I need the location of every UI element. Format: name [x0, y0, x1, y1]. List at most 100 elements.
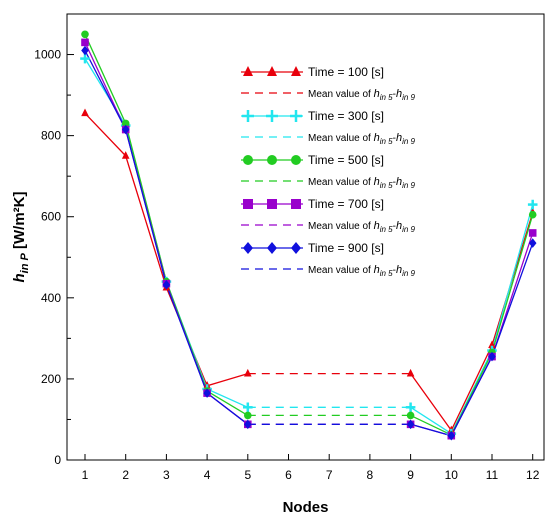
- legend-mean-label-part: Mean value of: [308, 265, 374, 276]
- data-point-2: [527, 199, 538, 210]
- legend-mean-label-2: Mean value of hin 5-hin 9: [308, 132, 416, 146]
- legend-marker-4: [267, 199, 277, 209]
- legend-mean-label-part: in 9: [402, 225, 415, 234]
- legend-label-2: Time = 300 [s]: [308, 109, 384, 123]
- legend-mean-label-part: h: [374, 264, 380, 276]
- legend-marker-5: [291, 242, 301, 254]
- series-line-1-part-2: [410, 212, 534, 432]
- legend-marker-3: [291, 155, 301, 165]
- x-tick-label: 3: [163, 468, 170, 482]
- data-point-2: [405, 402, 416, 413]
- data-point-3: [244, 411, 252, 420]
- legend-mean-label-part: in 9: [402, 137, 415, 146]
- legend-mean-label-part: h: [374, 220, 380, 232]
- data-point-3: [406, 411, 415, 420]
- x-tick-label: 7: [326, 468, 333, 482]
- y-axis-title-sub: in P: [19, 252, 31, 273]
- legend-marker-3: [267, 155, 277, 165]
- legend-marker-3: [243, 155, 253, 165]
- data-point-5: [121, 124, 130, 135]
- legend-mean-label-part: -: [393, 177, 396, 188]
- x-tick-label: 1: [82, 468, 89, 482]
- series-line-2-part-1: [84, 58, 249, 408]
- series-markers: [80, 30, 538, 441]
- data-point-1: [121, 151, 130, 159]
- series-line-5-part-1: [84, 50, 249, 425]
- legend-mean-label-part: h: [396, 220, 402, 232]
- y-tick-label: 600: [41, 210, 61, 224]
- x-tick-label: 6: [285, 468, 292, 482]
- y-tick-label: 200: [41, 372, 61, 386]
- data-point-5: [162, 280, 171, 290]
- data-point-1: [81, 108, 89, 117]
- legend-marker-5: [267, 242, 277, 254]
- legend-mean-label-part: Mean value of: [308, 133, 374, 144]
- x-tick-label: 9: [407, 468, 414, 482]
- legend-mean-label-4: Mean value of hin 5-hin 9: [308, 220, 416, 234]
- data-point-1: [488, 340, 496, 349]
- series-line-3-part-1: [84, 34, 249, 416]
- legend-mean-label-part: h: [396, 264, 402, 276]
- legend-mean-label-part: -: [393, 89, 396, 100]
- y-axis-title: hin P [W/m²K]: [11, 192, 31, 283]
- data-point-5: [203, 388, 211, 398]
- legend-mean-label-part: in 5: [380, 137, 393, 146]
- x-axis-title: Nodes: [283, 499, 329, 516]
- series-line-4-part-2: [410, 232, 534, 437]
- legend-marker-5: [243, 242, 253, 254]
- legend-label-5: Time = 900 [s]: [308, 241, 384, 255]
- series-line-1-part-1: [84, 112, 248, 387]
- legend-mean-label-part: h: [396, 132, 402, 144]
- data-point-3: [121, 119, 130, 128]
- data-point-5: [244, 419, 252, 430]
- legend-marker-4: [291, 199, 301, 209]
- data-point-2: [80, 53, 90, 64]
- data-point-1: [406, 368, 415, 377]
- data-point-5: [488, 351, 496, 362]
- y-tick-label: 400: [41, 291, 61, 305]
- data-point-1: [244, 368, 252, 377]
- legend-mean-label-part: -: [393, 133, 396, 144]
- legend-mean-label-part: in 9: [402, 269, 415, 278]
- legend-mean-label-part: in 9: [402, 181, 415, 190]
- legend-mean-label-part: h: [374, 176, 380, 188]
- legend-marker-2: [266, 110, 278, 122]
- data-point-3: [528, 210, 537, 219]
- data-point-4: [81, 38, 89, 47]
- legend-marker-1: [267, 66, 277, 76]
- x-tick-label: 4: [204, 468, 211, 482]
- legend-mean-label-part: in 9: [402, 93, 415, 102]
- legend: Time = 100 [s]Mean value of hin 5-hin 9T…: [241, 65, 416, 278]
- x-tick-label: 11: [486, 468, 499, 482]
- y-tick-label: 0: [54, 453, 61, 467]
- legend-mean-label-3: Mean value of hin 5-hin 9: [308, 176, 416, 190]
- legend-mean-label-part: in 5: [380, 269, 393, 278]
- x-tick-label: 2: [122, 468, 129, 482]
- data-point-3: [81, 30, 89, 39]
- plot-frame: [66, 13, 545, 461]
- legend-mean-label-part: Mean value of: [308, 177, 374, 188]
- y-axis-title-unit: [W/m²K]: [11, 192, 28, 254]
- legend-mean-label-part: in 5: [380, 93, 393, 102]
- series-line-5-part-2: [410, 242, 534, 437]
- data-point-5: [528, 238, 537, 248]
- legend-mean-label-part: in 5: [380, 225, 393, 234]
- legend-mean-label-5: Mean value of hin 5-hin 9: [308, 264, 416, 278]
- y-axis-title-main: h: [11, 273, 28, 282]
- x-tick-label: 8: [367, 468, 374, 482]
- y-tick-label: 800: [41, 129, 61, 143]
- legend-mean-label-part: -: [393, 221, 396, 232]
- legend-mean-label-part: Mean value of: [308, 89, 374, 100]
- data-point-5: [447, 430, 456, 441]
- data-point-5: [81, 45, 89, 56]
- legend-mean-label-part: Mean value of: [308, 221, 374, 232]
- mean-lines: [247, 372, 411, 425]
- legend-label-4: Time = 700 [s]: [308, 197, 384, 211]
- legend-mean-label-part: h: [396, 88, 402, 100]
- data-point-4: [528, 229, 537, 237]
- x-tick-label: 12: [526, 468, 540, 482]
- legend-mean-label-part: -: [393, 265, 396, 276]
- legend-label-3: Time = 500 [s]: [308, 153, 384, 167]
- legend-marker-2: [290, 110, 302, 122]
